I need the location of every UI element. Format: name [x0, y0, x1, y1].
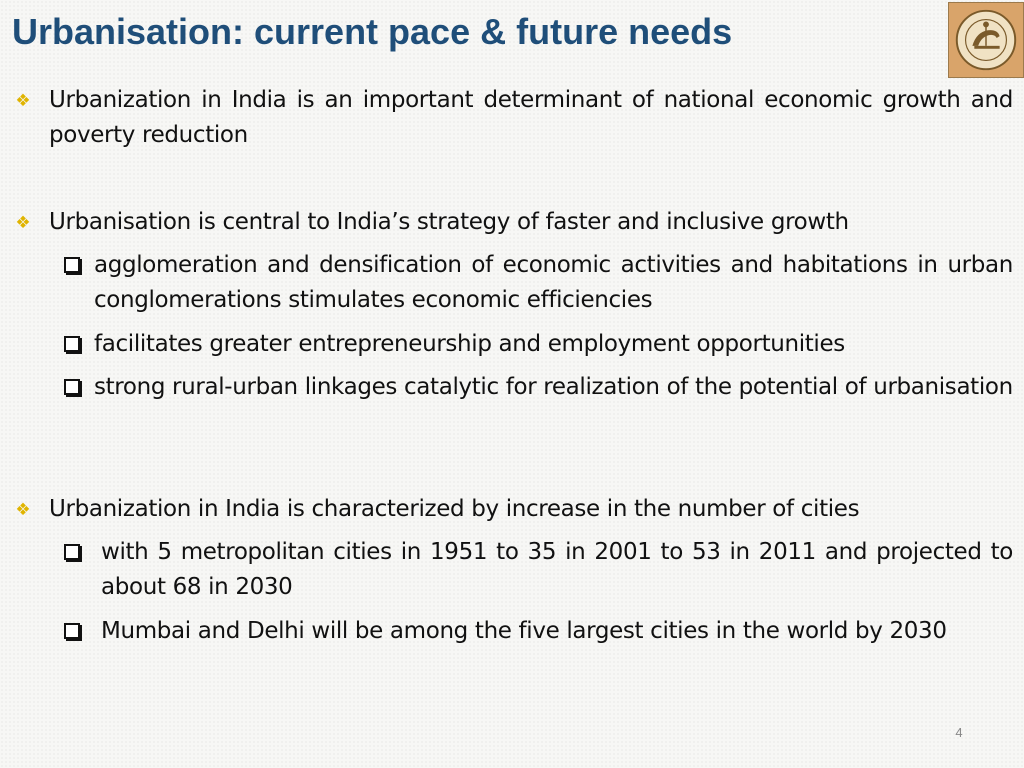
list-item: agglomeration and densification of econo…: [64, 248, 1013, 318]
bullet-text: Urbanization in India is characterized b…: [49, 496, 860, 522]
list-item: with 5 metropolitan cities in 1951 to 35…: [64, 535, 1013, 605]
bullet-text: Urbanisation is central to India’s strat…: [49, 209, 849, 235]
checkbox-square-bullet-icon: [64, 257, 80, 273]
list-item: Mumbai and Delhi will be among the five …: [64, 614, 1013, 649]
rbi-emblem-logo: [948, 2, 1024, 78]
list-item: ❖ Urbanization in India is an important …: [12, 83, 1013, 153]
page-number: 4: [955, 725, 963, 740]
subpoint-text: with 5 metropolitan cities in 1951 to 35…: [101, 539, 1013, 600]
list-item: facilitates greater entrepreneurship and…: [64, 327, 1013, 362]
four-diamond-bullet-icon: ❖: [15, 91, 31, 111]
rbi-emblem-icon: [955, 9, 1017, 71]
slide-title: Urbanisation: current pace & future need…: [12, 11, 733, 52]
subpoint-text: Mumbai and Delhi will be among the five …: [101, 618, 947, 644]
subpoint-text: facilitates greater entrepreneurship and…: [94, 331, 845, 357]
list-item: ❖ Urbanisation is central to India’s str…: [12, 205, 1013, 240]
checkbox-square-bullet-icon: [64, 544, 80, 560]
list-item: strong rural-urban linkages catalytic fo…: [64, 370, 1013, 405]
four-diamond-bullet-icon: ❖: [15, 213, 31, 233]
four-diamond-bullet-icon: ❖: [15, 500, 31, 520]
subpoint-text: agglomeration and densification of econo…: [94, 252, 1013, 313]
bullet-text: Urbanization in India is an important de…: [49, 87, 1013, 148]
checkbox-square-bullet-icon: [64, 379, 80, 395]
checkbox-square-bullet-icon: [64, 623, 80, 639]
list-item: ❖ Urbanization in India is characterized…: [12, 492, 1013, 527]
checkbox-square-bullet-icon: [64, 336, 80, 352]
subpoint-text: strong rural-urban linkages catalytic fo…: [94, 374, 1013, 400]
